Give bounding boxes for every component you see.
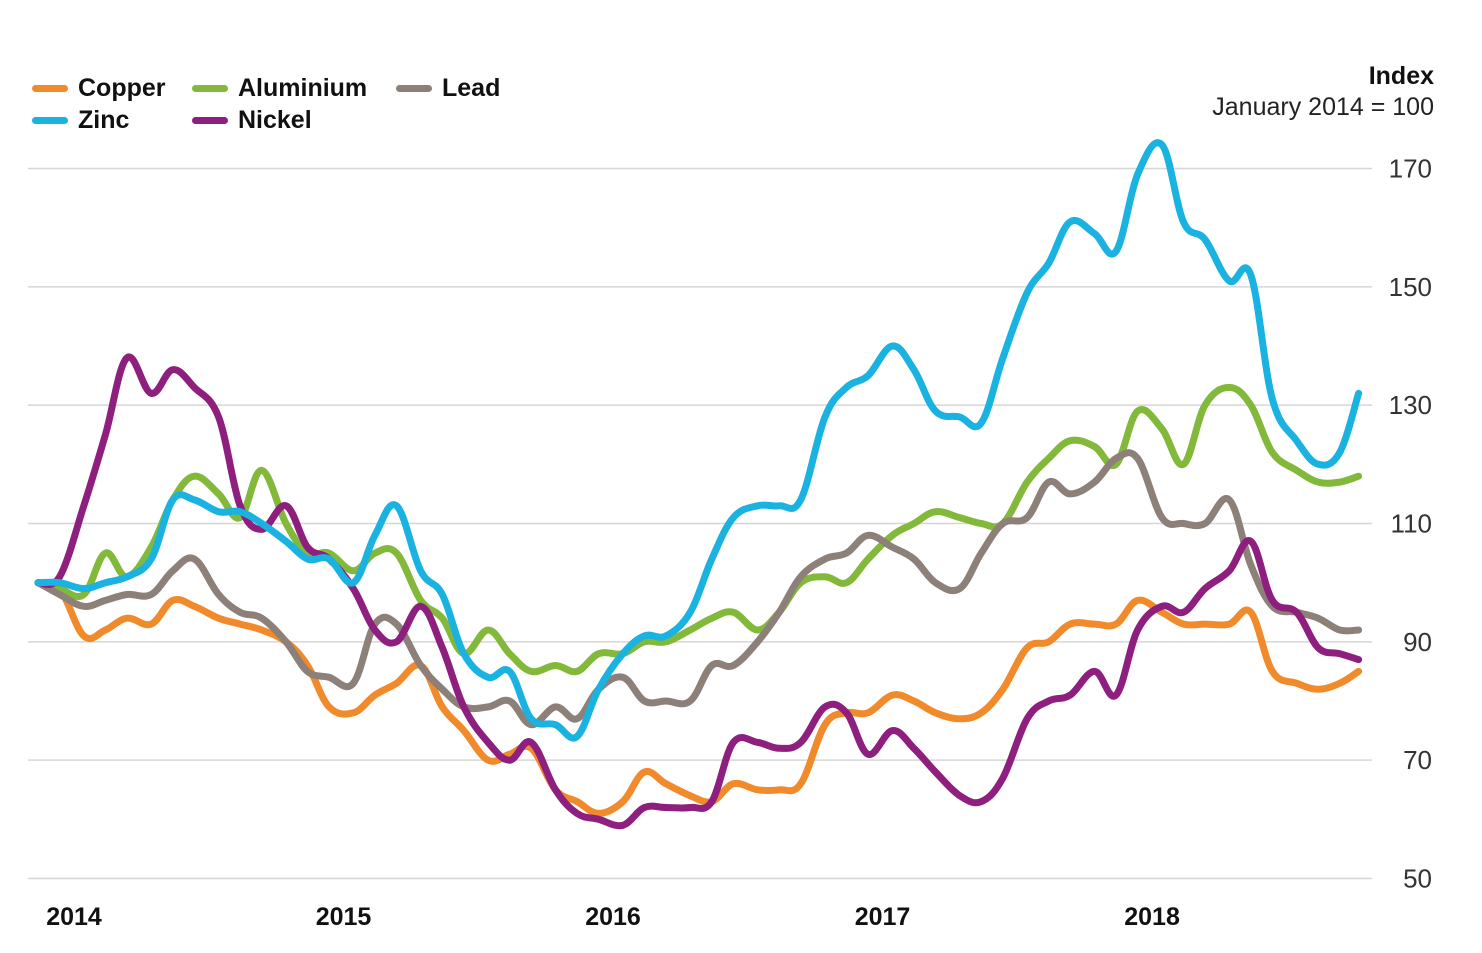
legend: Copper Aluminium Lead Zinc Nickel	[32, 74, 552, 140]
legend-swatch-lead	[396, 85, 432, 92]
y-tick-label-170: 170	[1389, 154, 1432, 184]
legend-item-aluminium: Aluminium	[192, 74, 367, 103]
series-line-nickel	[34, 353, 1363, 830]
legend-swatch-aluminium	[192, 85, 228, 92]
legend-swatch-zinc	[32, 117, 68, 124]
legend-item-copper: Copper	[32, 74, 166, 103]
y-tick-label-50: 50	[1403, 864, 1432, 894]
y-axis-subtitle: January 2014 = 100	[1212, 93, 1434, 121]
y-tick-label-110: 110	[1391, 509, 1432, 539]
x-tick-label-2017: 2017	[855, 903, 911, 931]
x-tick-label-2016: 2016	[585, 903, 641, 931]
legend-swatch-copper	[32, 85, 68, 92]
y-tick-label-130: 130	[1389, 390, 1432, 420]
legend-swatch-nickel	[192, 117, 228, 124]
legend-label-nickel: Nickel	[238, 106, 312, 134]
x-tick-label-2014: 2014	[46, 903, 102, 931]
series-line-aluminium	[34, 383, 1363, 676]
y-tick-label-90: 90	[1403, 627, 1432, 657]
y-tick-label-150: 150	[1389, 272, 1432, 302]
legend-label-aluminium: Aluminium	[238, 74, 368, 102]
legend-label-copper: Copper	[78, 74, 166, 102]
y-axis-title: Index January 2014 = 100	[1212, 62, 1434, 122]
series-line-copper	[34, 578, 1363, 817]
series-line-zinc	[34, 139, 1363, 742]
x-tick-label-2015: 2015	[316, 903, 372, 931]
y-axis-label: Index	[1368, 62, 1434, 90]
legend-label-zinc: Zinc	[78, 106, 130, 134]
series-line-lead	[34, 449, 1363, 729]
legend-item-nickel: Nickel	[192, 106, 312, 135]
x-tick-label-2018: 2018	[1124, 903, 1180, 931]
legend-label-lead: Lead	[442, 74, 501, 102]
y-tick-label-70: 70	[1403, 745, 1432, 775]
legend-item-lead: Lead	[396, 74, 500, 103]
legend-item-zinc: Zinc	[32, 106, 129, 135]
